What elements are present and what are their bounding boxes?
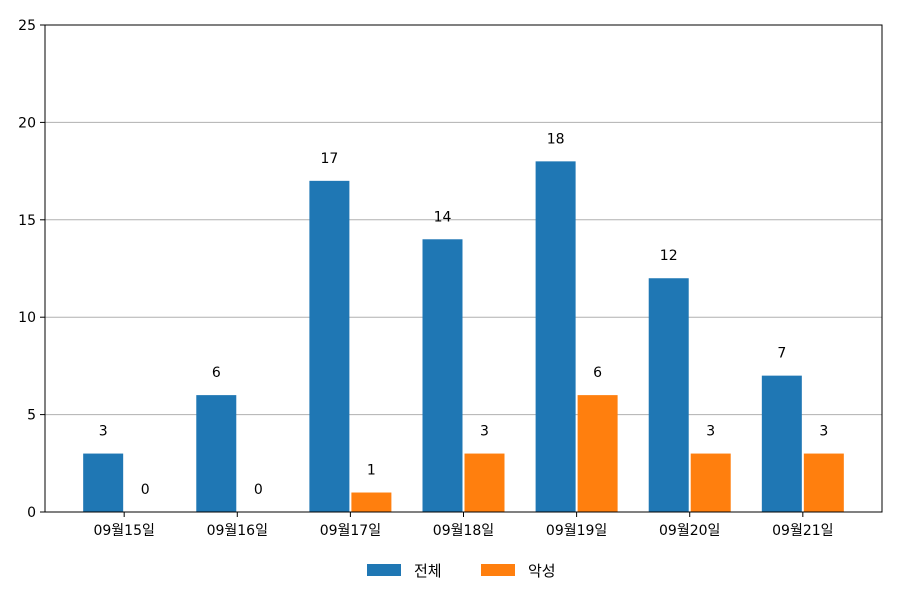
data-label: 17 bbox=[320, 151, 338, 167]
x-tick-label: 09월16일 bbox=[207, 523, 268, 539]
y-tick-label: 15 bbox=[18, 213, 36, 229]
y-axis: 0 5 10 15 20 25 bbox=[18, 18, 45, 521]
bar-total bbox=[535, 161, 576, 513]
x-tick-label: 09월19일 bbox=[546, 523, 607, 539]
bar-malicious bbox=[577, 395, 618, 512]
data-label: 7 bbox=[777, 346, 786, 362]
y-tick-label: 5 bbox=[27, 408, 36, 424]
gridlines bbox=[45, 121, 882, 416]
legend-label: 악성 bbox=[528, 562, 556, 580]
bar-total bbox=[422, 239, 463, 512]
data-label: 6 bbox=[212, 365, 221, 381]
y-tick-label: 25 bbox=[18, 18, 36, 34]
data-label: 12 bbox=[660, 248, 678, 264]
data-label: 14 bbox=[434, 209, 452, 225]
bar-malicious bbox=[803, 453, 844, 512]
data-label: 3 bbox=[819, 424, 828, 440]
y-tick-label: 10 bbox=[18, 310, 36, 326]
y-tick-label: 20 bbox=[18, 115, 36, 131]
data-label: 3 bbox=[480, 424, 489, 440]
bar-malicious bbox=[690, 453, 731, 512]
legend-swatch bbox=[481, 564, 515, 576]
x-axis: 09월15일 09월16일 09월17일 09월18일 09월19일 09월20일 09월2… bbox=[93, 512, 834, 539]
legend: 전체 악성 bbox=[367, 562, 556, 580]
data-label: 6 bbox=[593, 365, 602, 381]
bar-malicious bbox=[464, 453, 505, 512]
data-label: 0 bbox=[141, 482, 150, 498]
legend-swatch bbox=[367, 564, 401, 576]
data-label: 3 bbox=[99, 424, 108, 440]
bars bbox=[83, 161, 844, 513]
x-tick-label: 09월21일 bbox=[772, 523, 833, 539]
bar-total bbox=[761, 375, 802, 512]
x-tick-label: 09월18일 bbox=[433, 523, 494, 539]
data-label: 0 bbox=[254, 482, 263, 498]
legend-label: 전체 bbox=[414, 562, 442, 580]
x-tick-label: 09월17일 bbox=[320, 523, 381, 539]
x-tick-label: 09월15일 bbox=[93, 523, 154, 539]
data-label: 3 bbox=[706, 424, 715, 440]
y-tick-label: 0 bbox=[27, 505, 36, 521]
bar-total bbox=[648, 278, 689, 512]
bar-total bbox=[83, 453, 124, 512]
bar-total bbox=[309, 180, 350, 512]
bar-total bbox=[196, 395, 237, 512]
data-label: 1 bbox=[367, 463, 376, 479]
bar-malicious bbox=[351, 492, 392, 512]
data-label: 18 bbox=[547, 131, 565, 147]
data-labels: 3 0 6 0 17 1 14 3 18 6 12 3 7 3 bbox=[99, 131, 829, 498]
x-tick-label: 09월20일 bbox=[659, 523, 720, 539]
